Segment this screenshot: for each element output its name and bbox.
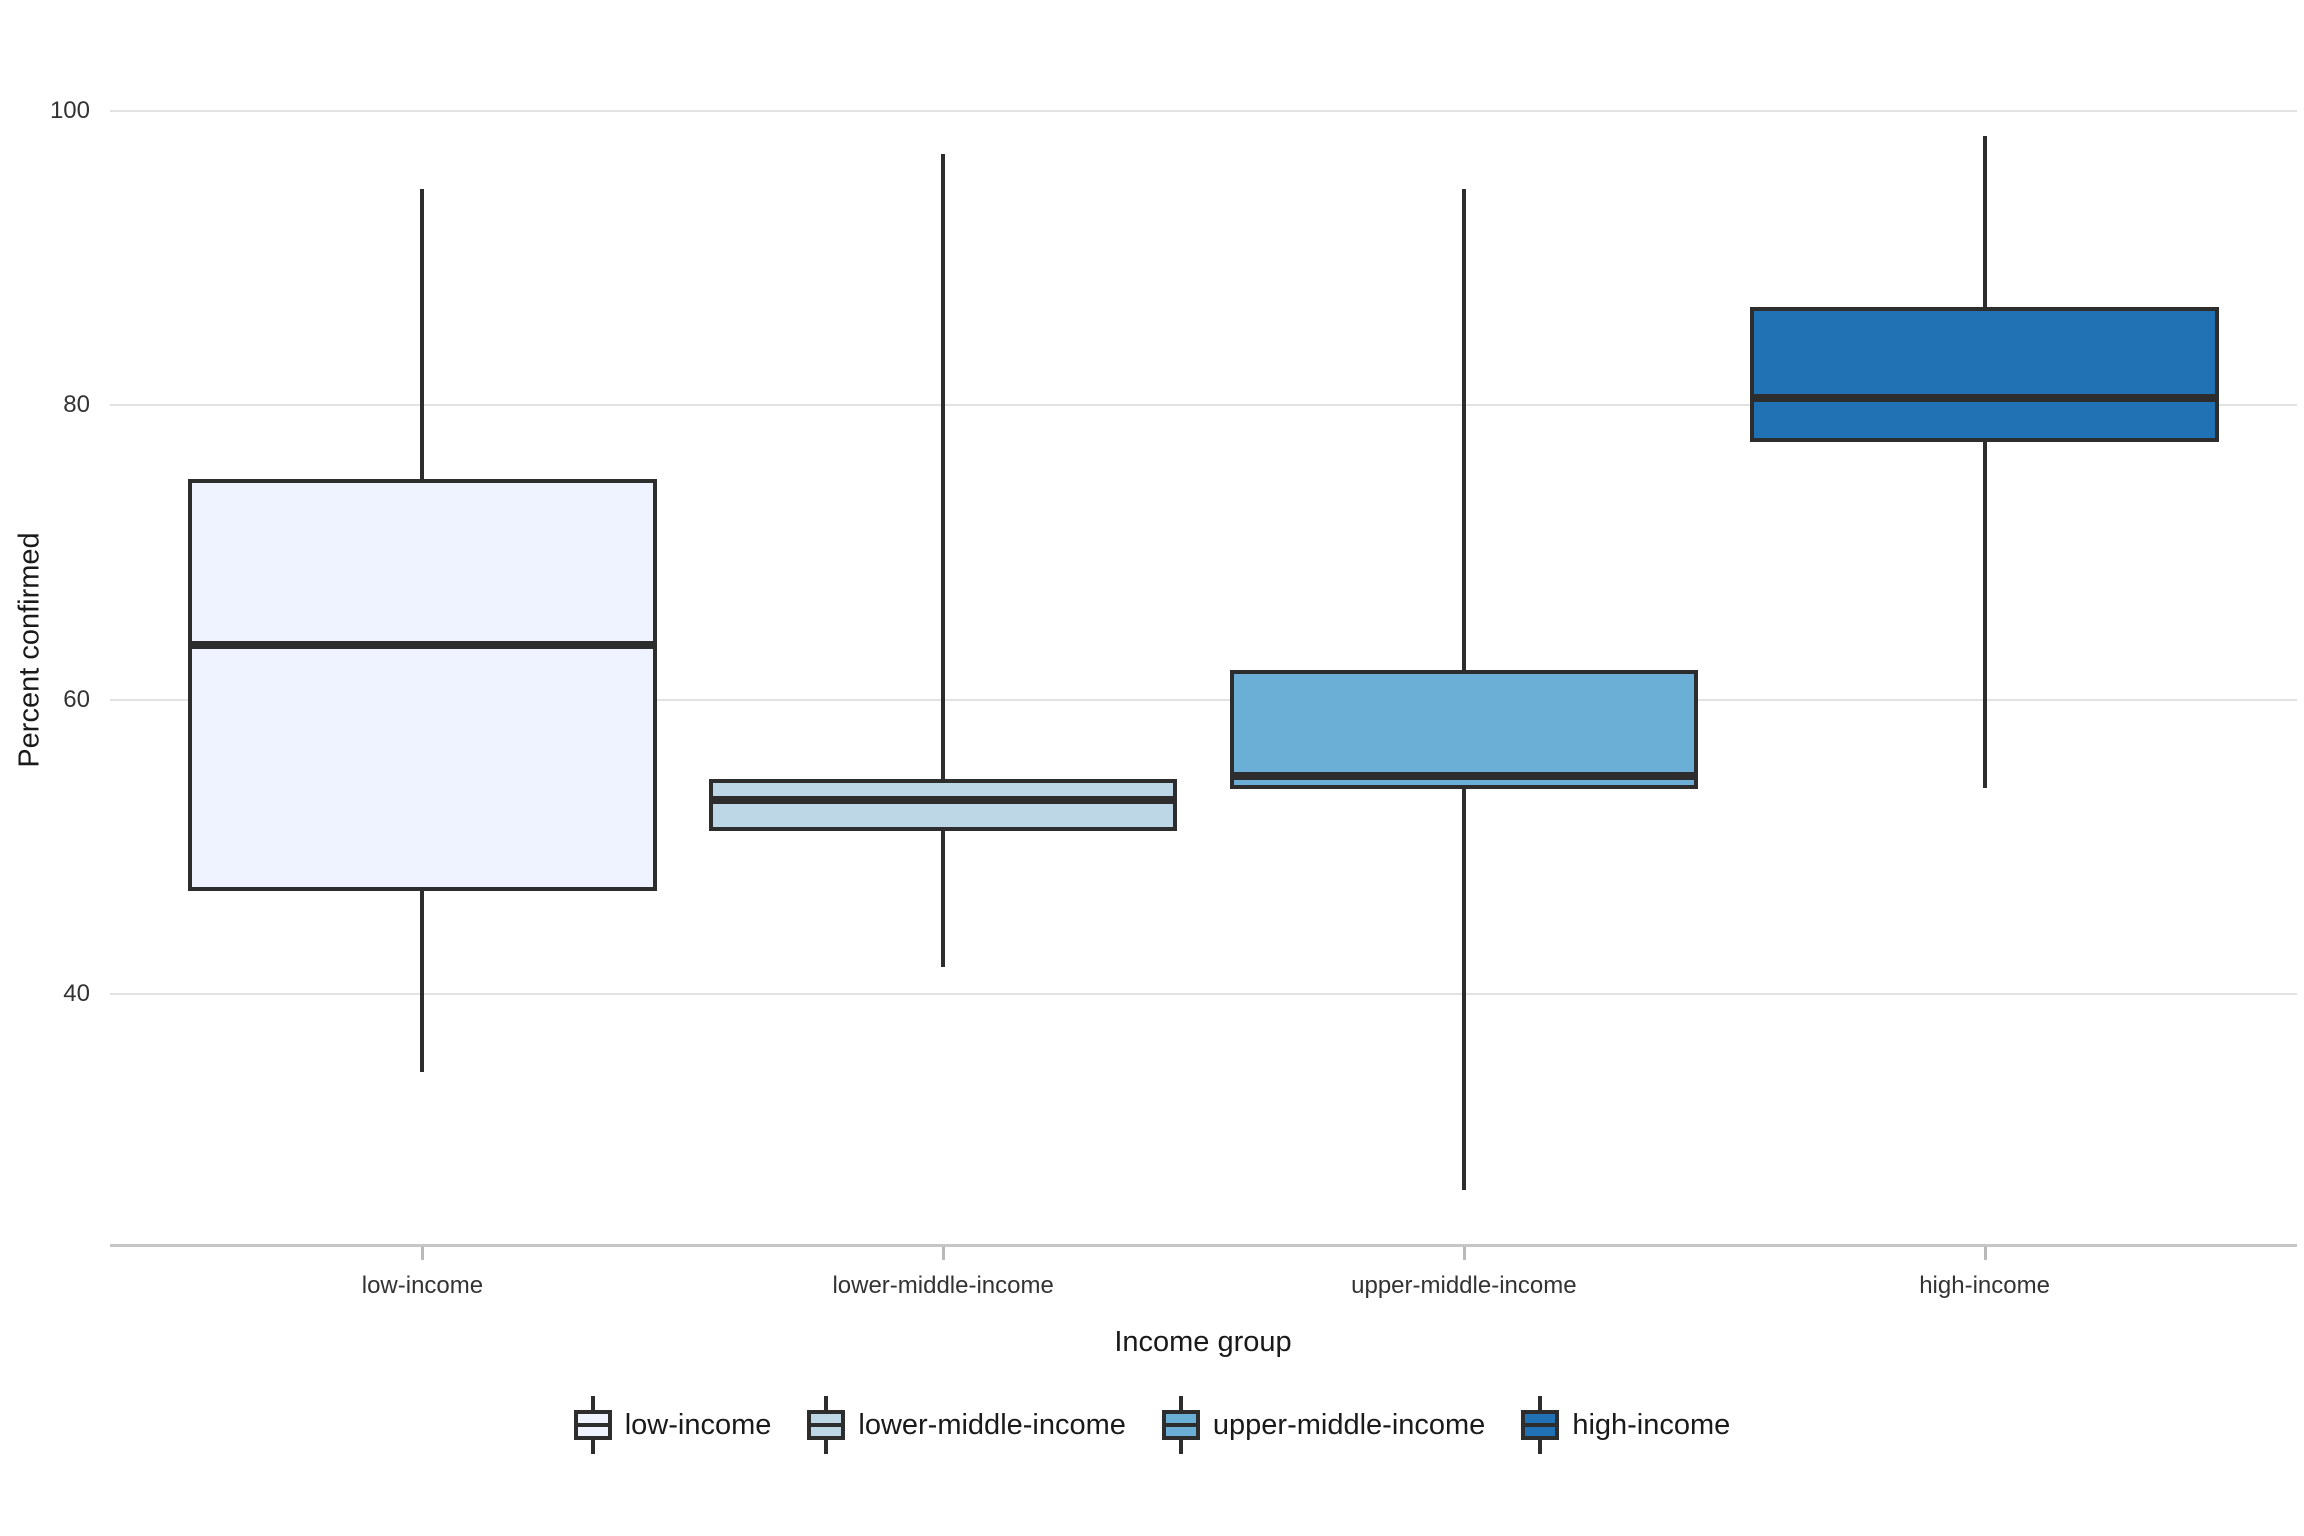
- legend-boxplot-glyph-icon: [1161, 1396, 1200, 1454]
- x-tick-mark-upper-middle-income: [1462, 1247, 1466, 1260]
- legend-glyph-median: [1161, 1423, 1200, 1427]
- y-tick-label-100: 100: [49, 96, 90, 124]
- x-tick-mark-high-income: [1983, 1247, 1987, 1260]
- upper-whisker-low-income: [420, 188, 425, 479]
- median-low-income: [188, 641, 657, 650]
- median-lower-middle-income: [708, 795, 1178, 804]
- upper-whisker-upper-middle-income: [1461, 188, 1466, 671]
- lower-whisker-lower-middle-income: [941, 830, 946, 968]
- legend-item-low-income: low-income: [573, 1396, 772, 1454]
- lower-whisker-high-income: [1982, 442, 1987, 788]
- median-upper-middle-income: [1229, 772, 1699, 781]
- legend-item-high-income: high-income: [1521, 1396, 1730, 1454]
- x-axis-line: [110, 1244, 2297, 1247]
- legend-item-upper-middle-income: upper-middle-income: [1161, 1396, 1486, 1454]
- box-upper-middle-income: [1229, 670, 1699, 790]
- y-tick-label-40: 40: [63, 979, 90, 1007]
- legend-glyph-median: [807, 1423, 846, 1427]
- gridline-80: [110, 404, 2297, 407]
- y-axis-title: Percent confirmed: [13, 532, 46, 768]
- upper-whisker-lower-middle-income: [941, 153, 946, 779]
- box-high-income: [1750, 306, 2219, 443]
- x-tick-label-high-income: high-income: [1919, 1272, 2050, 1299]
- legend-label-upper-middle-income: upper-middle-income: [1212, 1408, 1486, 1441]
- box-lower-middle-income: [708, 779, 1178, 831]
- x-tick-mark-lower-middle-income: [942, 1247, 946, 1260]
- lower-whisker-upper-middle-income: [1461, 789, 1466, 1190]
- legend-boxplot-glyph-icon: [573, 1396, 612, 1454]
- y-tick-label-80: 80: [63, 391, 90, 419]
- x-tick-label-lower-middle-income: lower-middle-income: [832, 1272, 1054, 1299]
- legend-label-high-income: high-income: [1572, 1408, 1731, 1441]
- legend-boxplot-glyph-icon: [807, 1396, 846, 1454]
- legend-label-low-income: low-income: [624, 1408, 772, 1441]
- gridline-100: [110, 109, 2297, 112]
- lower-whisker-low-income: [420, 890, 425, 1072]
- x-tick-mark-low-income: [421, 1247, 425, 1260]
- box-low-income: [188, 478, 657, 891]
- gridline-60: [110, 698, 2297, 701]
- gridline-40: [110, 992, 2297, 995]
- legend-glyph-median: [573, 1423, 612, 1427]
- legend-boxplot-glyph-icon: [1521, 1396, 1560, 1454]
- legend: low-income lower-middle-income upper-middl…: [0, 1396, 2304, 1454]
- median-high-income: [1750, 393, 2219, 402]
- legend-item-lower-middle-income: lower-middle-income: [807, 1396, 1126, 1454]
- legend-label-lower-middle-income: lower-middle-income: [858, 1408, 1126, 1441]
- x-tick-label-upper-middle-income: upper-middle-income: [1351, 1272, 1577, 1299]
- x-tick-label-low-income: low-income: [361, 1272, 484, 1299]
- legend-glyph-median: [1521, 1423, 1560, 1427]
- upper-whisker-high-income: [1982, 135, 1987, 307]
- y-tick-label-60: 60: [63, 685, 90, 713]
- x-axis-title: Income group: [1114, 1326, 1292, 1358]
